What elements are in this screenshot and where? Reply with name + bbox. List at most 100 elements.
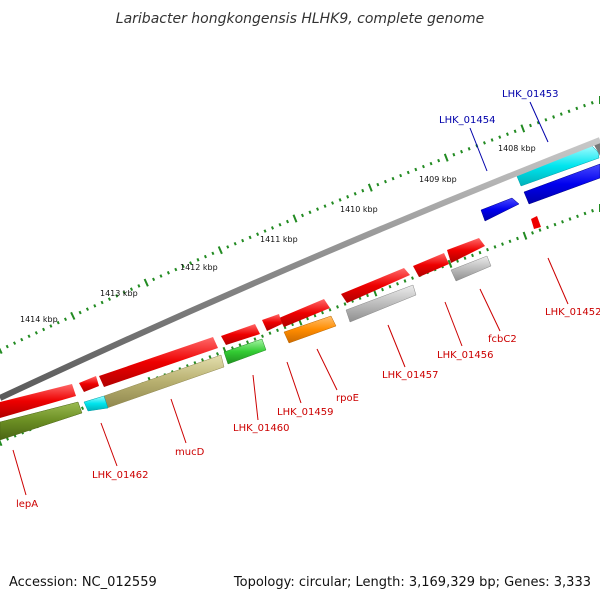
gene-label-lepa: lepA	[16, 499, 38, 510]
leader-line-lhk-01456	[444, 301, 463, 347]
ruler-label-1411: 1411 kbp	[260, 235, 298, 244]
gene-feature-rpoe[interactable]	[283, 315, 337, 344]
ruler-label-1408: 1408 kbp	[498, 144, 536, 153]
inner-track-minor-tick	[508, 239, 512, 244]
ruler-minor-tick	[361, 188, 365, 193]
inner-track-minor-tick	[471, 253, 474, 258]
gene-feature-lhk-01454[interactable]	[523, 163, 600, 205]
gene-feature-lepa[interactable]	[0, 401, 83, 441]
leader-line-lhk-01453	[529, 101, 549, 143]
inner-track-minor-tick	[553, 222, 557, 227]
ruler-minor-tick	[42, 327, 46, 332]
ruler-minor-tick	[583, 103, 586, 108]
ruler-major-tick	[217, 246, 223, 255]
ruler-minor-tick	[285, 219, 290, 224]
ruler-minor-tick	[346, 195, 350, 199]
leader-line-rpoe	[316, 348, 338, 391]
ruler-minor-tick	[544, 118, 548, 122]
inner-track-minor-tick	[246, 340, 249, 344]
gene-label-lhk-01462: LHK_01462	[92, 470, 148, 481]
gene-feature-lhk-01462[interactable]	[83, 395, 109, 412]
ruler-minor-tick	[115, 294, 119, 298]
gene-feature-lhk-01456[interactable]	[413, 253, 449, 277]
leader-line-lhk-01452	[547, 257, 569, 305]
gene-feature-lhk-01462-cds[interactable]	[79, 376, 99, 392]
ruler-major-tick	[70, 311, 76, 320]
inner-track-minor-tick	[591, 208, 594, 213]
ruler-minor-tick	[406, 170, 410, 175]
gene-feature-lhk-01455-like[interactable]	[447, 238, 485, 263]
gene-feature-lhk-01452[interactable]	[531, 216, 541, 229]
leader-line-fcbc2	[479, 288, 501, 332]
ruler-minor-tick	[12, 341, 17, 345]
gene-feature-fcbc2[interactable]	[450, 255, 492, 282]
ruler-minor-tick	[107, 297, 112, 301]
ruler-minor-tick	[256, 232, 260, 236]
ruler-minor-tick	[203, 254, 207, 259]
gene-label-fcbc2: fcbC2	[488, 334, 517, 345]
ruler-minor-tick	[308, 210, 312, 215]
inner-track-minor-tick	[576, 214, 579, 219]
gene-feature-gray-2[interactable]	[345, 284, 417, 323]
reverse-strand-track	[0, 255, 492, 441]
ruler-minor-tick	[383, 179, 387, 184]
leader-line-lhk-01454	[469, 127, 488, 172]
ruler-major-tick	[143, 278, 149, 287]
ruler-minor-tick	[27, 334, 31, 339]
ruler-minor-tick	[196, 258, 200, 262]
gene-feature-lhk-01460[interactable]	[223, 338, 267, 365]
gene-feature-red-4[interactable]	[279, 299, 330, 327]
ruler-minor-tick	[421, 164, 425, 169]
ruler-minor-tick	[323, 204, 327, 208]
inner-track-minor-tick	[411, 276, 414, 280]
inner-track-minor-tick	[403, 279, 407, 283]
gene-feature-lhk-01457[interactable]	[341, 268, 410, 303]
inner-track-minor-tick	[208, 355, 212, 359]
inner-track-minor-tick	[336, 305, 339, 309]
ruler-minor-tick	[181, 264, 185, 269]
ruler-major-tick	[0, 347, 3, 355]
leader-line-lhk-01457	[387, 324, 406, 368]
genome-backbone	[0, 137, 600, 401]
gene-label-mucd: mucD	[175, 447, 205, 458]
inner-track-minor-tick	[456, 259, 459, 263]
inner-track-minor-tick	[200, 358, 205, 362]
gene-feature-red-5[interactable]	[262, 314, 282, 331]
inner-track-minor-tick	[516, 236, 519, 241]
leader-line-lhk-01459	[286, 361, 302, 404]
forward-strand-track	[480, 143, 600, 229]
ruler-minor-tick	[552, 115, 556, 119]
gene-feature-lepa-cds[interactable]	[0, 384, 76, 418]
inner-track-major-tick	[522, 231, 528, 240]
ruler-minor-tick	[93, 304, 97, 308]
ruler-major-tick	[443, 153, 449, 162]
cds-track	[0, 238, 485, 418]
gene-feature-red-6[interactable]	[221, 324, 260, 345]
inner-track-minor-tick	[238, 343, 242, 347]
gene-feature-lhk-01453-end[interactable]	[594, 143, 600, 156]
ruler-minor-tick	[49, 324, 53, 328]
ruler-minor-tick	[331, 201, 335, 205]
gene-label-lhk-01452: LHK_01452	[545, 307, 600, 318]
ruler-minor-tick	[5, 344, 9, 349]
ruler-label-1413: 1413 kbp	[100, 289, 138, 298]
gene-feature-mucd-cds[interactable]	[99, 337, 218, 387]
ruler-minor-tick	[498, 135, 502, 139]
ruler-label-1412: 1412 kbp	[180, 263, 218, 272]
ruler-minor-tick	[452, 152, 456, 157]
ruler-minor-tick	[338, 198, 342, 202]
ruler-minor-tick	[233, 241, 237, 246]
ruler-minor-tick	[56, 320, 60, 325]
gene-label-lhk-01454: LHK_01454	[439, 115, 495, 126]
gene-feature-blue-small[interactable]	[480, 197, 520, 222]
gene-label-lhk-01456: LHK_01456	[437, 350, 493, 361]
ruler-minor-tick	[248, 235, 252, 240]
gene-label-lhk-01460: LHK_01460	[233, 423, 289, 434]
ruler-minor-tick	[505, 132, 509, 136]
ruler-minor-tick	[575, 106, 579, 111]
ruler-minor-tick	[278, 222, 282, 227]
inner-track-minor-tick	[80, 406, 85, 410]
ruler-minor-tick	[467, 147, 471, 151]
ruler-major-tick	[292, 214, 298, 223]
gene-label-rpoe: rpoE	[336, 393, 359, 404]
